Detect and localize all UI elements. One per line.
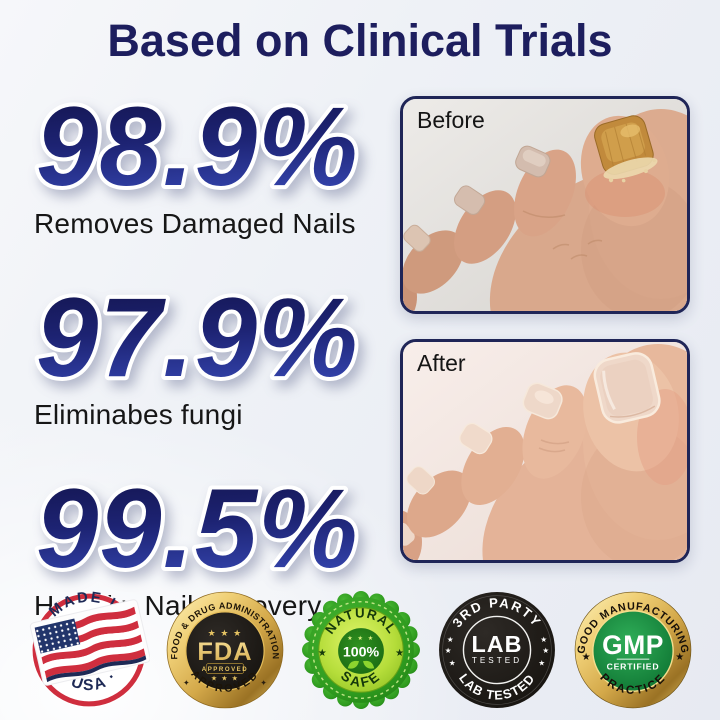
us-flag-icon <box>29 599 150 686</box>
after-photo: After <box>400 339 690 563</box>
stat-value-3: 99.5% <box>34 478 362 588</box>
natural-star-right-icon: ★ <box>395 648 404 659</box>
toe3-nail <box>454 185 486 215</box>
gmp-name-text: GMP <box>602 630 664 660</box>
gmp-star-right-icon: ★ <box>675 652 684 663</box>
stat-value-text-2: 97.9% <box>36 287 359 397</box>
leaf-icon <box>347 660 375 669</box>
fungal-nail <box>594 115 658 183</box>
toe4-nail <box>406 466 435 495</box>
badge-lab-tested: 3RD PARTY LAB TESTED ★ ★ ★ ★ ★ ★ LAB TES… <box>439 592 555 708</box>
foot-illustration-before <box>403 99 687 311</box>
natural-star-left-icon: ★ <box>318 648 327 659</box>
fda-name-text: FDA <box>197 638 252 666</box>
foot-illustration-after <box>403 342 687 560</box>
stat-value-text-3: 99.5% <box>36 478 359 588</box>
toe2-nail <box>515 145 551 178</box>
svg-text:SAFE: SAFE <box>338 668 384 690</box>
lab-sub-text: TESTED <box>472 656 522 665</box>
stat-value-text-1: 98.9% <box>36 96 359 206</box>
stat-block-3: 99.5% Healchy Nail Recovery <box>34 478 396 622</box>
badges-row: · MADE IN · · USA · <box>28 588 694 712</box>
stat-value-1: 98.9% <box>34 96 362 206</box>
svg-text:★: ★ <box>447 635 454 644</box>
badge-fda-approved: FOOD & DRUG ADMINISTRATION APPROVED ✦ ✦ … <box>166 591 284 709</box>
svg-text:★: ★ <box>542 646 549 655</box>
toe3-nail <box>459 422 493 455</box>
lab-stars-left-icon: ★ ★ ★ <box>445 635 456 667</box>
natural-bottom-text: SAFE <box>338 668 381 690</box>
svg-text:★: ★ <box>538 658 545 667</box>
svg-text:★: ★ <box>540 635 547 644</box>
fda-sparkle-left-icon: ✦ <box>183 679 190 688</box>
fda-sparkle-right-icon: ✦ <box>260 679 267 688</box>
badge-made-in-usa: · MADE IN · · USA · <box>29 590 150 708</box>
gmp-star-left-icon: ★ <box>582 652 591 663</box>
badge-gmp-certified: GOOD MANUFACTURING PRACTICE ★ ★ GMP CERT… <box>574 591 692 709</box>
healthy-nail <box>593 352 661 424</box>
stat-label-2: Eliminabes fungi <box>34 399 243 430</box>
stat-value-2: 97.9% <box>34 287 362 397</box>
page-title: Based on Clinical Trials <box>107 15 613 66</box>
gmp-sub-text: CERTIFIED <box>607 661 660 671</box>
fda-stars-top-icon: ★ ★ ★ <box>208 628 243 638</box>
lab-name-text: LAB <box>471 631 522 657</box>
after-label: After <box>417 350 466 376</box>
stat-label-1: Removes Damaged Nails <box>34 208 356 239</box>
svg-text:★: ★ <box>445 646 452 655</box>
natural-mini-stars-icon: ★ ★ ★ <box>347 635 374 642</box>
stat-block-1: 98.9% Removes Damaged Nails <box>34 96 396 240</box>
toe2-nail <box>522 382 563 420</box>
stats-column: 98.9% Removes Damaged Nails 97.9% Elimin… <box>34 96 396 669</box>
lab-stars-right-icon: ★ ★ ★ <box>538 635 549 667</box>
toe4-nail <box>403 224 431 252</box>
badge-natural-safe: NATURAL SAFE ★ ★ ★ ★ ★ 100% <box>302 591 420 709</box>
before-photo: Before <box>400 96 690 314</box>
natural-value-text: 100% <box>343 645 380 661</box>
fda-stars-bottom-icon: ★ ★ ★ <box>211 675 239 683</box>
svg-text:★: ★ <box>449 658 456 667</box>
before-label: Before <box>417 107 485 133</box>
fda-approved-text: APPROVED <box>202 666 248 673</box>
stat-block-2: 97.9% Eliminabes fungi <box>34 287 396 431</box>
